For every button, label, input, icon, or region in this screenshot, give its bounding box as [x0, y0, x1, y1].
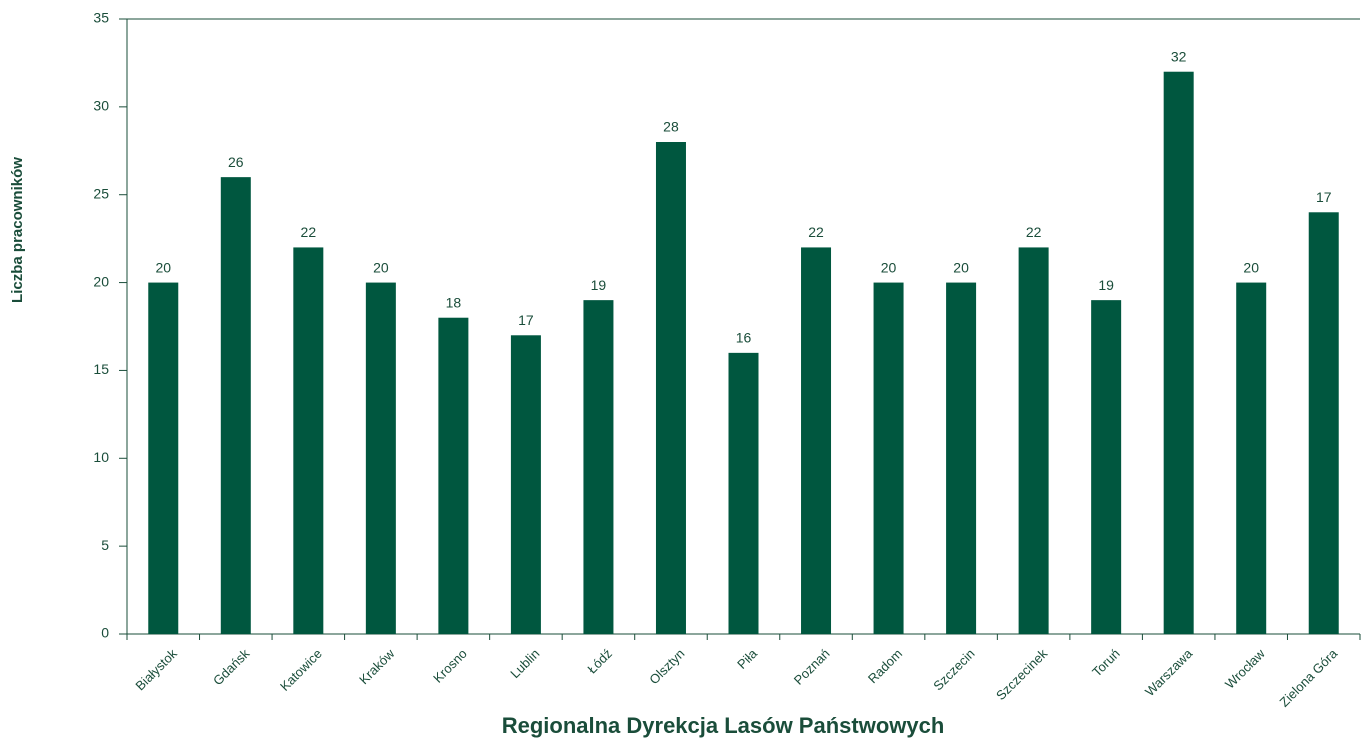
y-tick-label: 35: [93, 10, 109, 26]
y-tick-label: 30: [93, 98, 109, 114]
value-label: 18: [446, 294, 462, 310]
value-label: 20: [953, 259, 969, 275]
x-tick-label: Wrocław: [1222, 646, 1268, 692]
value-label: 20: [1243, 259, 1259, 275]
x-tick-label: Poznań: [791, 646, 833, 688]
y-tick-label: 20: [93, 273, 109, 289]
value-label: 17: [518, 312, 534, 328]
bar: [728, 352, 759, 634]
value-label: 17: [1316, 189, 1332, 205]
x-tick-label: Piła: [734, 645, 760, 671]
bar: [1236, 282, 1267, 634]
x-tick-label: Zielona Góra: [1277, 645, 1341, 709]
x-tick-label: Radom: [865, 646, 905, 686]
y-tick-label: 10: [93, 449, 109, 465]
x-tick-label: Toruń: [1089, 646, 1123, 680]
y-tick-label: 0: [101, 625, 109, 641]
bar: [1163, 71, 1194, 634]
bar: [873, 282, 904, 634]
x-axis-title: Regionalna Dyrekcja Lasów Państwowych: [502, 713, 945, 738]
value-label: 22: [1026, 224, 1042, 240]
value-label: 32: [1171, 48, 1187, 64]
x-tick-label: Lublin: [507, 646, 542, 681]
value-label: 22: [808, 224, 824, 240]
bar: [946, 282, 977, 634]
x-tick-label: Szczecinek: [993, 646, 1050, 703]
value-label: 19: [1098, 277, 1114, 293]
x-tick-label: Kraków: [356, 646, 398, 688]
y-tick-label: 5: [101, 537, 109, 553]
y-axis-title: Liczba pracowników: [9, 157, 26, 303]
bar: [293, 247, 324, 634]
x-tick-label: Warszawa: [1142, 645, 1196, 699]
bar: [583, 300, 614, 634]
value-label: 20: [373, 259, 389, 275]
value-label: 16: [736, 330, 752, 346]
bar: [365, 282, 396, 634]
value-label: 19: [591, 277, 607, 293]
bar: [1091, 300, 1122, 634]
value-label: 22: [301, 224, 317, 240]
bar: [1018, 247, 1049, 634]
bar: [510, 335, 541, 634]
bar: [801, 247, 832, 634]
x-tick-label: Białystok: [132, 646, 180, 694]
bar: [220, 177, 251, 634]
y-tick-label: 25: [93, 185, 109, 201]
bar: [438, 317, 469, 634]
bar: [655, 142, 686, 634]
y-tick-label: 15: [93, 361, 109, 377]
bar: [1308, 212, 1339, 635]
x-tick-label: Krosno: [430, 646, 470, 686]
x-tick-label: Łódź: [584, 646, 615, 677]
x-tick-label: Szczecin: [930, 646, 977, 693]
x-tick-label: Gdańsk: [210, 646, 253, 689]
bar: [148, 282, 179, 634]
x-tick-label: Olsztyn: [646, 646, 687, 687]
value-label: 28: [663, 119, 679, 135]
value-label: 20: [155, 259, 171, 275]
value-label: 20: [881, 259, 897, 275]
value-label: 26: [228, 154, 244, 170]
x-tick-label: Katowice: [277, 646, 325, 694]
